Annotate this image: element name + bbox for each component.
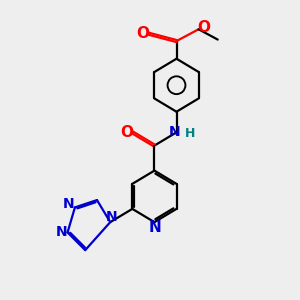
Text: O: O <box>120 125 133 140</box>
Text: O: O <box>137 26 150 41</box>
Text: N: N <box>55 225 67 239</box>
Text: N: N <box>106 210 118 224</box>
Text: N: N <box>169 125 181 139</box>
Text: O: O <box>197 20 210 35</box>
Text: N: N <box>148 220 161 235</box>
Text: N: N <box>63 197 74 212</box>
Text: H: H <box>184 127 195 140</box>
